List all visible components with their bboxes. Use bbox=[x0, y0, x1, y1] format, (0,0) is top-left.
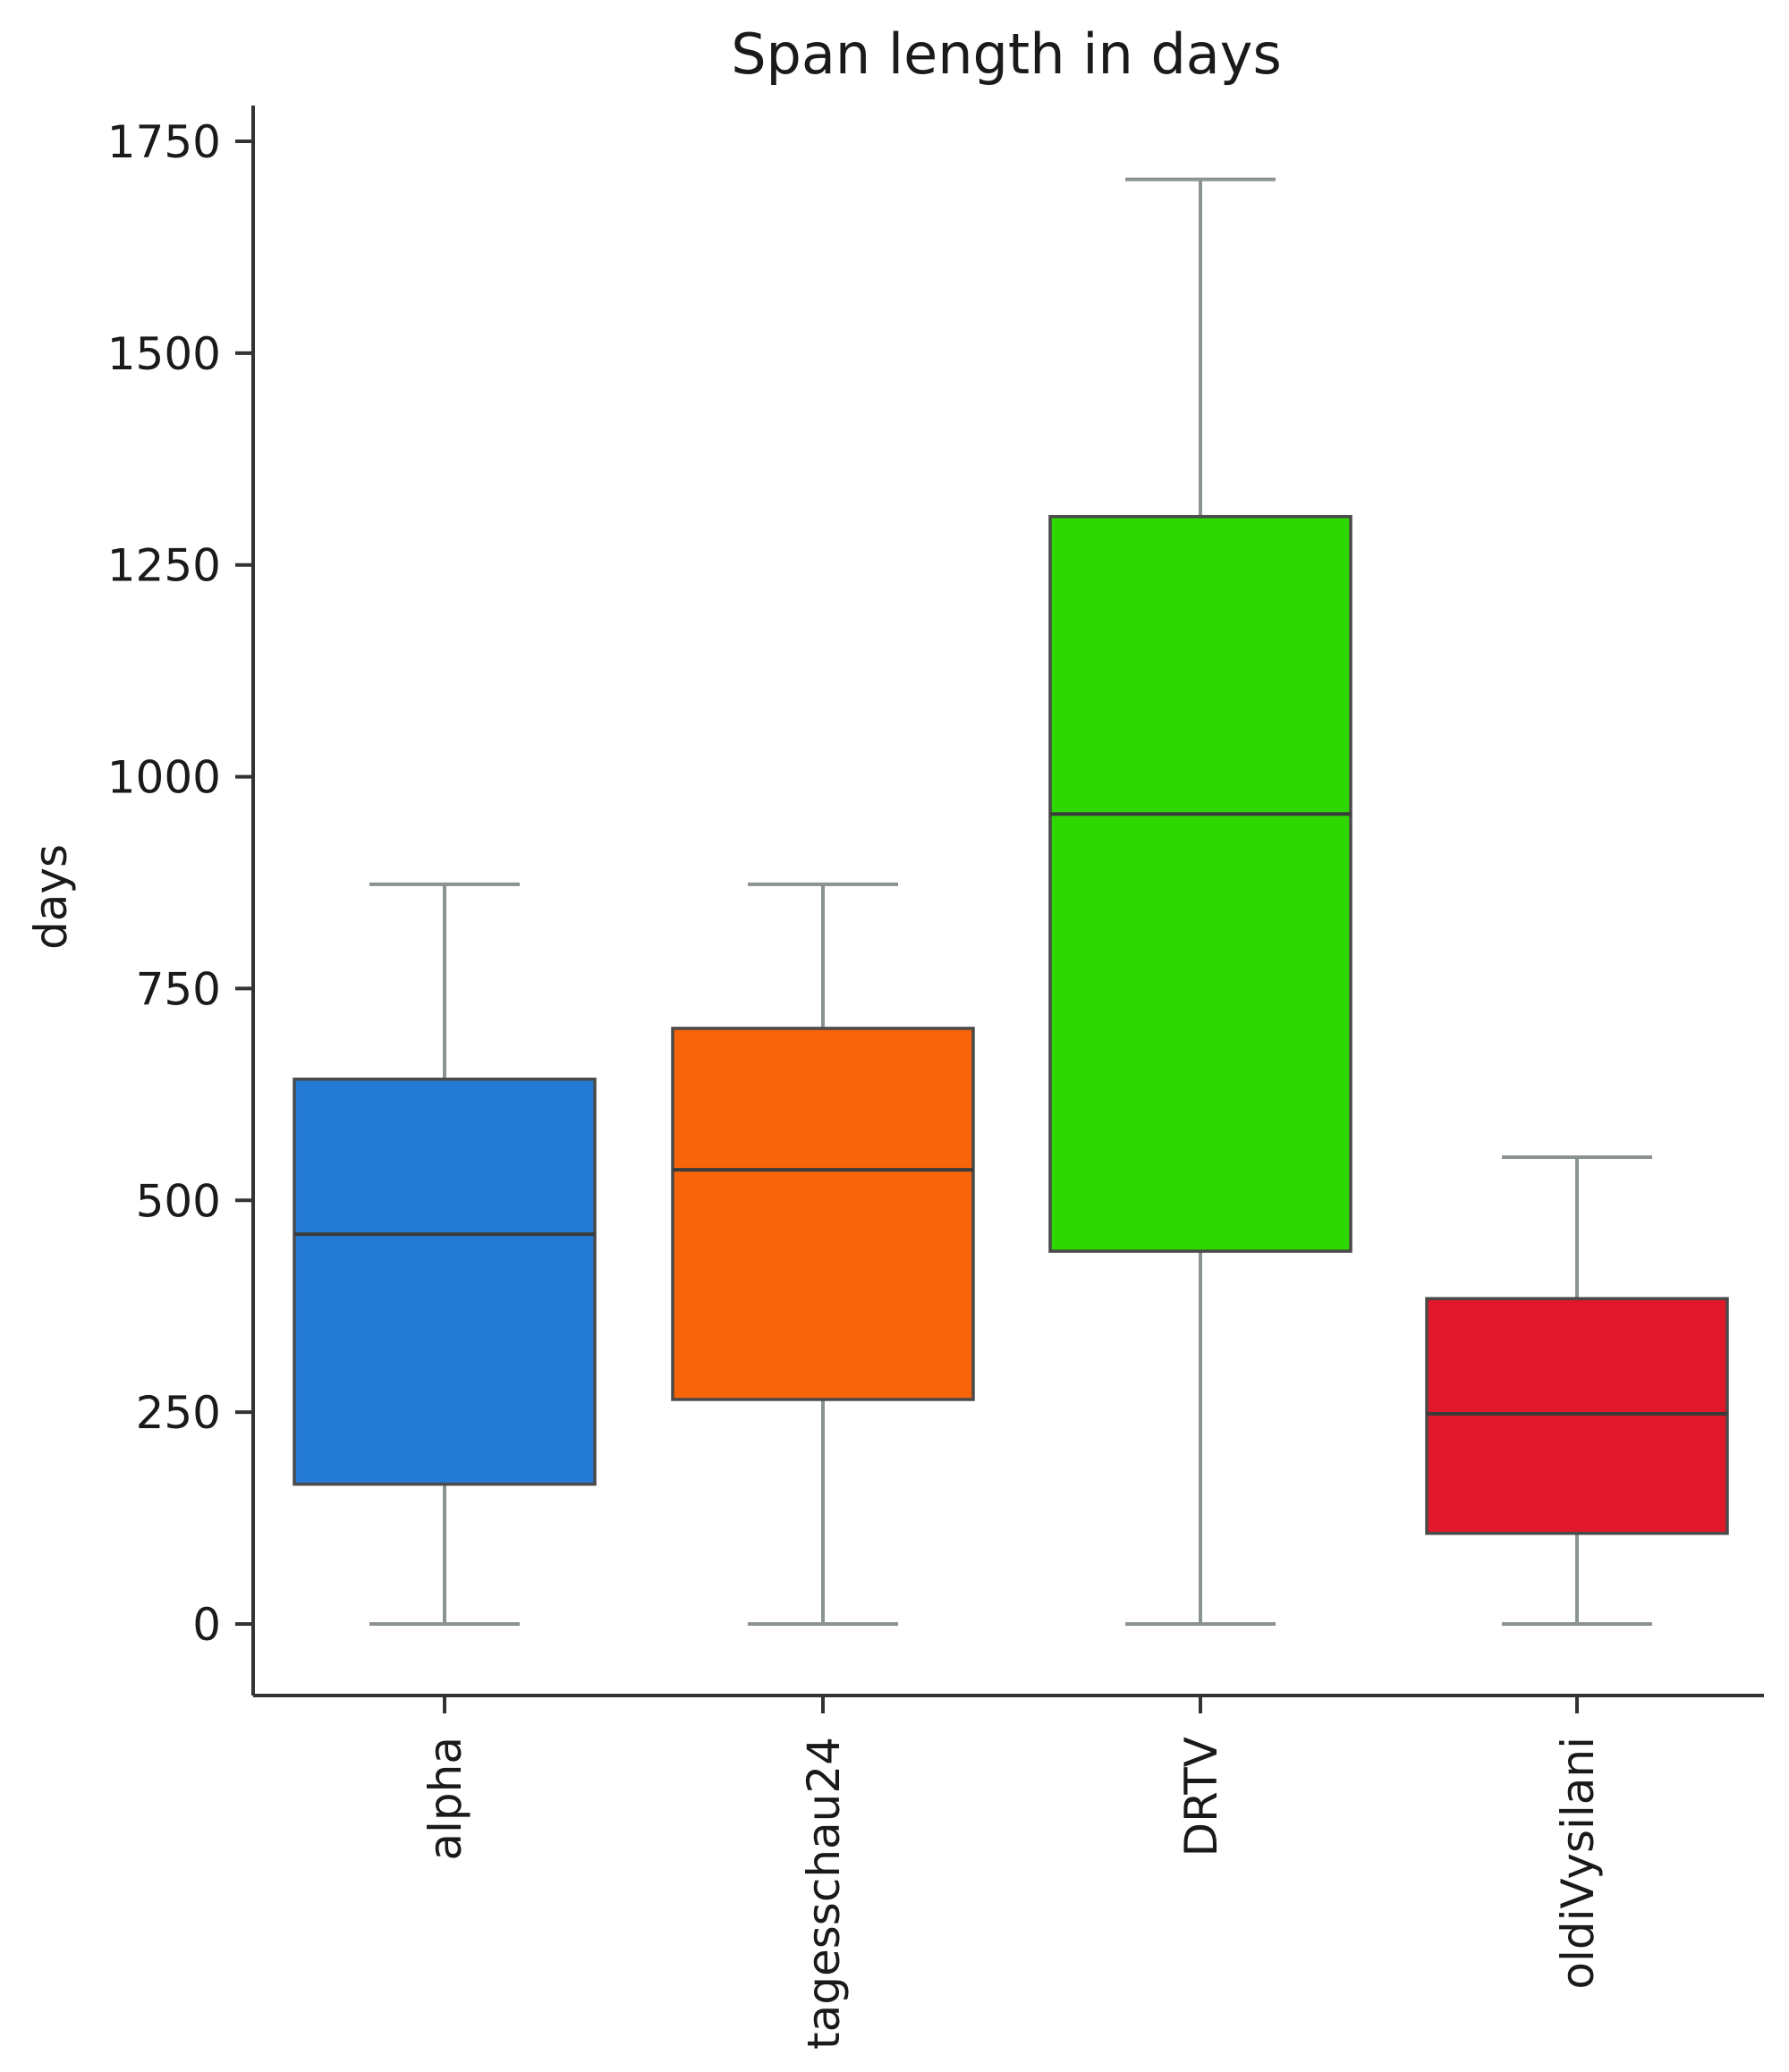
box-alpha bbox=[293, 882, 597, 1626]
x-tick-label: oldiVysilani bbox=[1552, 1737, 1604, 1990]
x-tick-label: tagesschau24 bbox=[798, 1737, 850, 2050]
x-tick-label: DRTV bbox=[1175, 1737, 1227, 1856]
y-tick-label: 500 bbox=[136, 1175, 221, 1227]
y-axis-label: days bbox=[25, 844, 77, 950]
y-tick-label: 1000 bbox=[107, 752, 221, 804]
box-iqr bbox=[1425, 1297, 1729, 1535]
x-tick-label: alpha bbox=[420, 1737, 471, 1861]
box-series bbox=[293, 177, 1729, 1626]
box-iqr bbox=[293, 1078, 597, 1486]
chart-title: Span length in days bbox=[731, 21, 1282, 87]
box-DRTV bbox=[1048, 177, 1352, 1626]
y-tick-label: 1500 bbox=[107, 328, 221, 380]
x-axis-ticks: alpha tagesschau24 DRTV oldiVysilani bbox=[420, 1696, 1604, 2050]
y-tick-label: 250 bbox=[136, 1387, 221, 1439]
box-iqr bbox=[1048, 514, 1352, 1253]
box-tagesschau24 bbox=[671, 882, 975, 1626]
y-tick-label: 0 bbox=[192, 1599, 221, 1651]
y-tick-label: 1750 bbox=[107, 116, 221, 168]
y-tick-label: 1250 bbox=[107, 540, 221, 592]
box-oldiVysilani bbox=[1425, 1154, 1729, 1626]
box-iqr bbox=[671, 1027, 975, 1401]
y-tick-label: 750 bbox=[136, 963, 221, 1015]
y-axis-ticks: 0 250 500 750 1000 1250 1500 1750 bbox=[107, 116, 253, 1651]
